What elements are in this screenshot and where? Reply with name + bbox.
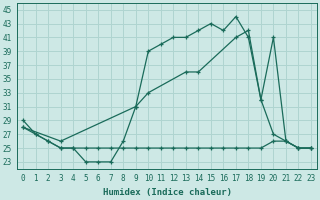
X-axis label: Humidex (Indice chaleur): Humidex (Indice chaleur) bbox=[102, 188, 232, 197]
